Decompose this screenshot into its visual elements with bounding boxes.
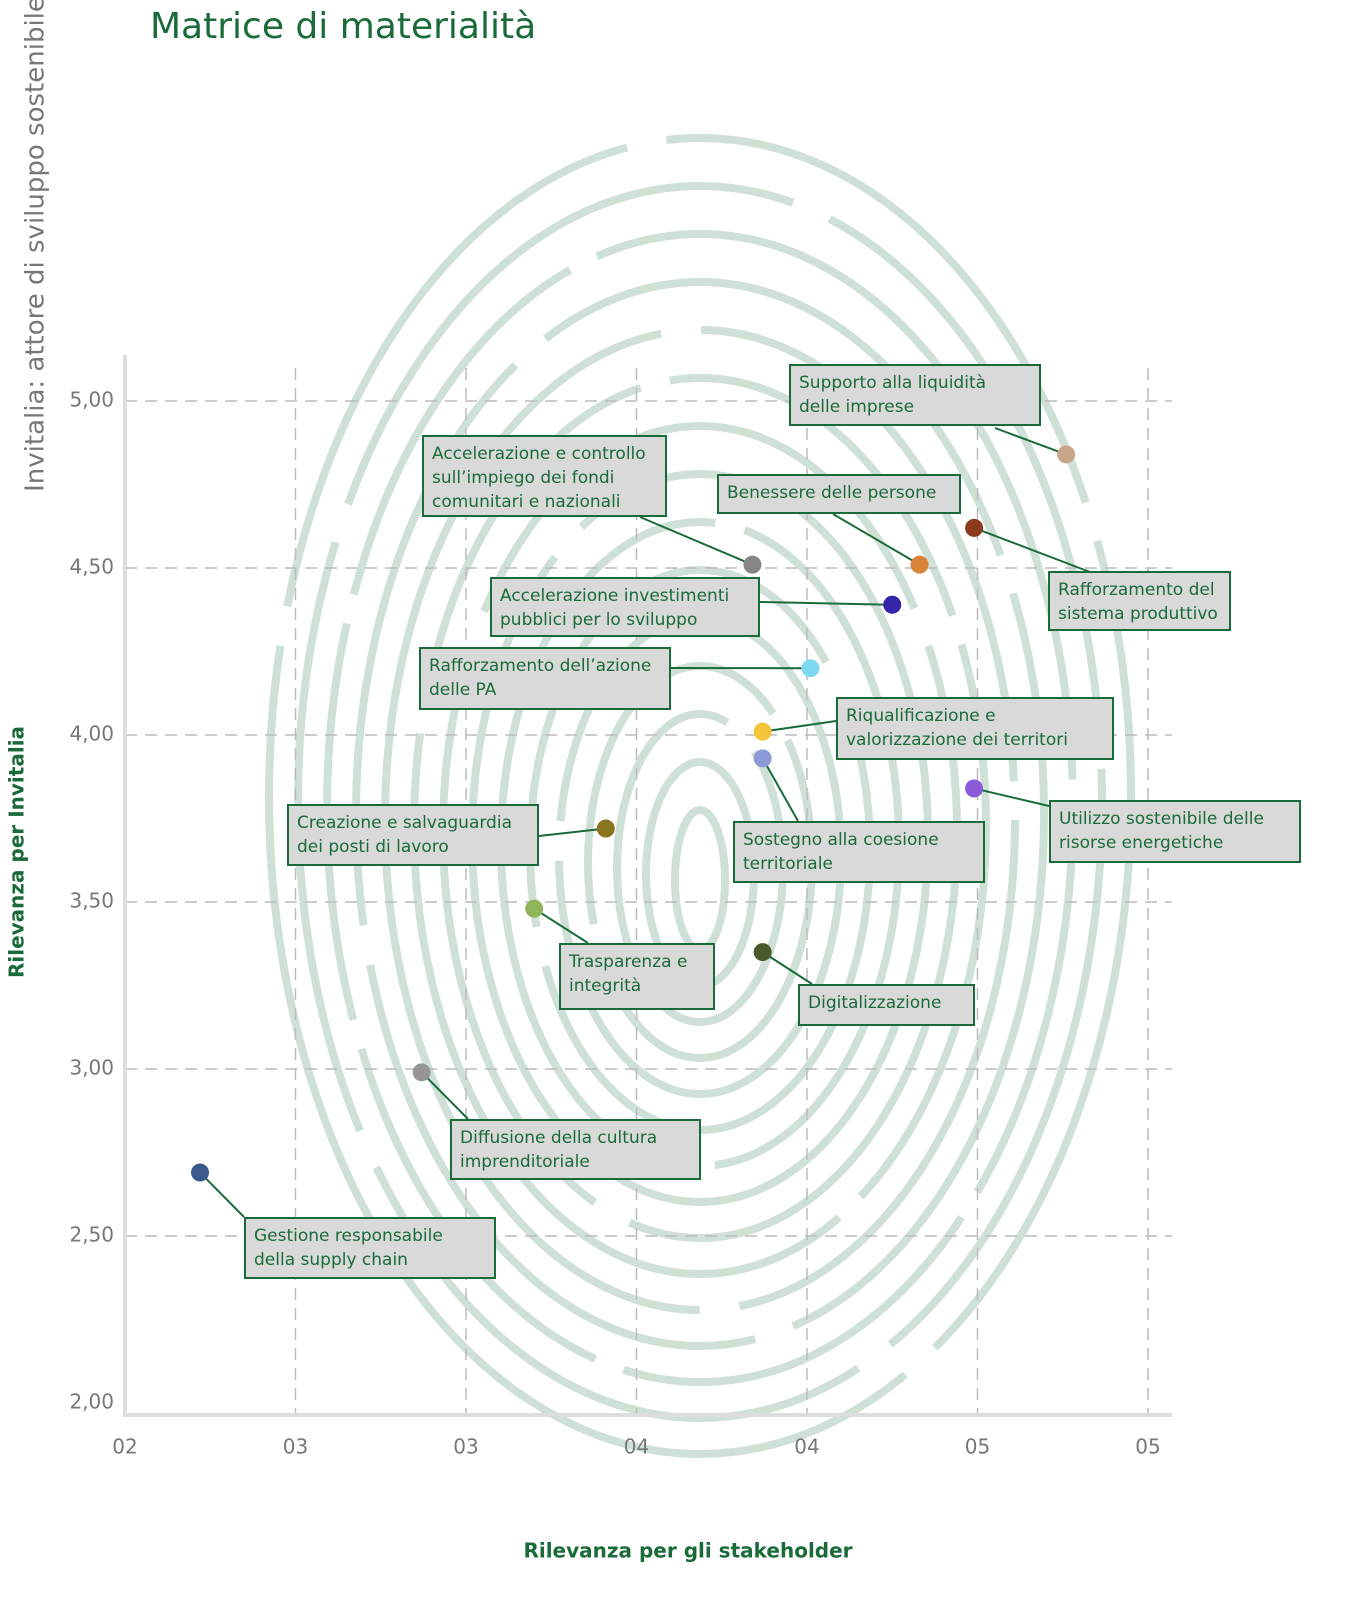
chart-title: Matrice di materialità [150,6,536,47]
y-axis-title: Rilevanza per Invitalia [5,726,29,978]
point-label: Diffusione della cultura imprenditoriale [450,1119,701,1180]
callout-line [539,829,606,836]
point [911,556,929,574]
point [1057,445,1075,463]
x-tick-label: 02 [112,1435,137,1459]
point [754,943,772,961]
point-label: Sostegno alla coesione territoriale [733,821,985,883]
point [191,1164,209,1182]
callout-line [200,1173,244,1217]
point [754,723,772,741]
y-tick-label: 2,00 [69,1390,114,1414]
point [525,900,543,918]
y-tick-label: 3,50 [69,889,114,913]
x-tick-label: 04 [624,1435,649,1459]
point [743,556,761,574]
point-label: Supporto alla liquidità delle imprese [789,364,1041,426]
x-axis-title: Rilevanza per gli stakeholder [523,1539,852,1563]
point-label: Utilizzo sostenibile delle risorse energ… [1049,800,1301,863]
x-tick-label: 04 [794,1435,819,1459]
x-tick-label: 03 [453,1435,478,1459]
y-tick-label: 4,00 [69,722,114,746]
point [754,749,772,767]
point [801,659,819,677]
point-label: Rafforzamento dell’azione delle PA [419,647,671,710]
y-tick-label: 5,00 [69,388,114,412]
x-tick-label: 05 [1135,1435,1160,1459]
x-tick-label: 05 [965,1435,990,1459]
point [883,596,901,614]
page: Matrice di materialità Invitalia: attore… [0,0,1354,1618]
y-tick-label: 3,00 [69,1056,114,1080]
point [413,1063,431,1081]
point [965,779,983,797]
point [597,820,615,838]
point-label: Digitalizzazione [798,984,975,1026]
point-label: Accelerazione investimenti pubblici per … [490,577,760,637]
point [965,519,983,537]
point-label: Creazione e salvaguardia dei posti di la… [287,804,539,866]
point-label: Benessere delle persone [717,474,961,514]
point-label: Accelerazione e controllo sull’impiego d… [422,435,667,517]
subtitle: Invitalia: attore di sviluppo sostenibil… [21,0,51,492]
y-tick-label: 4,50 [69,555,114,579]
callout-line [763,721,836,732]
point-label: Rafforzamento del sistema produttivo [1048,571,1231,631]
point-label: Riqualificazione e valorizzazione dei te… [836,697,1114,760]
fingerprint-ridge [675,810,725,950]
x-tick-label: 03 [283,1435,308,1459]
point-label: Gestione responsabile della supply chain [244,1217,496,1279]
point-label: Trasparenza e integrità [559,943,715,1010]
y-tick-label: 2,50 [69,1223,114,1247]
